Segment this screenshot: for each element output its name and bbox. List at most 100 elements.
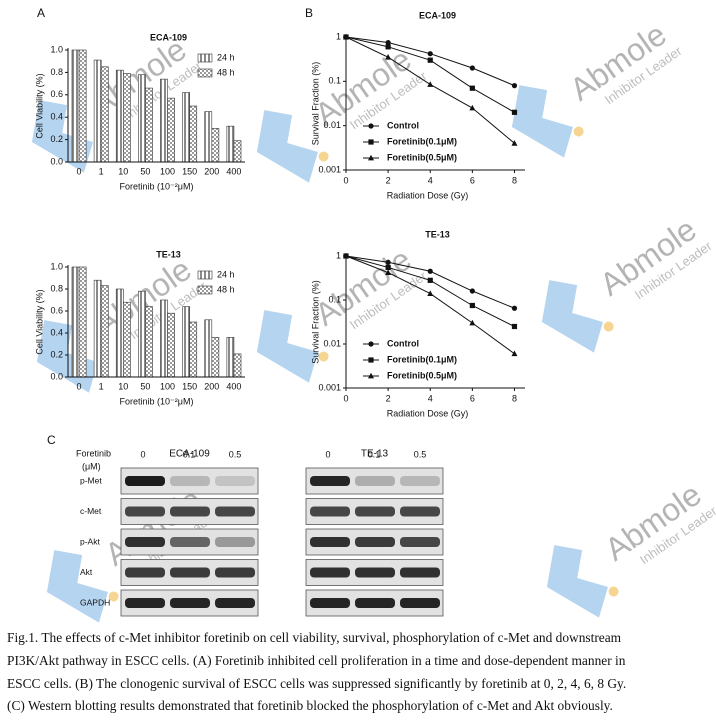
x-tick-label: 10 — [118, 166, 128, 176]
x-tick-label: 150 — [182, 166, 197, 176]
x-tick-label: 50 — [140, 166, 150, 176]
y-axis-label: Cell Viability (%) — [34, 289, 44, 354]
blot-band — [170, 506, 210, 517]
legend-marker — [368, 123, 374, 129]
y-tick-label: 1.0 — [50, 44, 63, 54]
watermark-dot — [318, 151, 329, 162]
legend-swatch — [197, 68, 213, 78]
blot-cell-line: TE-13 — [361, 449, 389, 460]
bar — [160, 78, 168, 163]
chart-title: TE-13 — [156, 249, 181, 259]
x-tick-label: 0 — [343, 175, 348, 185]
chart-title: TE-13 — [425, 229, 450, 239]
blot-band — [170, 598, 210, 608]
marker — [469, 302, 475, 309]
blot-protein: Akt — [80, 567, 93, 577]
y-tick-label: 0.4 — [50, 327, 63, 337]
blot-band — [125, 537, 165, 547]
marker — [385, 269, 392, 275]
blot-band — [125, 476, 165, 486]
bar — [115, 288, 124, 378]
bar — [211, 337, 220, 378]
x-tick-label: 50 — [140, 381, 150, 391]
caption-line: Fig.1. The effects of c-Met inhibitor fo… — [7, 630, 622, 645]
x-tick-label: 10 — [118, 381, 128, 391]
marker — [385, 259, 391, 265]
bar — [93, 279, 102, 378]
marker — [511, 140, 518, 146]
x-tick-label: 400 — [226, 381, 241, 391]
blot-band — [310, 537, 350, 547]
blot-band — [400, 537, 440, 547]
blot-band — [125, 506, 165, 517]
marker — [385, 54, 392, 60]
x-tick-label: 100 — [160, 381, 175, 391]
blot-band — [355, 506, 395, 517]
marker — [427, 51, 433, 57]
blot-cell-line: ECA-109 — [169, 449, 210, 460]
blot-band — [310, 598, 350, 608]
watermark-logo — [256, 110, 318, 183]
blot-band — [215, 537, 255, 547]
bar — [189, 105, 198, 163]
x-tick-label: 0 — [77, 381, 82, 391]
x-tick-label: 0 — [343, 393, 348, 403]
legend-label: 24 h — [217, 52, 235, 62]
marker — [511, 83, 518, 89]
x-tick-label: 6 — [470, 393, 475, 403]
y-tick-label: 0.001 — [318, 382, 341, 392]
bar — [100, 285, 109, 378]
bar — [167, 312, 175, 378]
legend-marker — [368, 139, 374, 145]
blot-band — [400, 476, 440, 486]
blot-band — [215, 598, 255, 608]
bar — [100, 66, 109, 163]
bar — [189, 321, 198, 378]
x-tick-label: 2 — [386, 175, 391, 185]
watermark-logo — [46, 550, 108, 623]
x-tick-label: 4 — [428, 393, 433, 403]
bar — [71, 49, 80, 163]
bar — [226, 337, 235, 378]
marker — [427, 290, 434, 296]
x-tick-label: 6 — [470, 175, 475, 185]
marker — [343, 33, 349, 40]
y-tick-label: 0.01 — [323, 120, 341, 130]
bar — [182, 92, 190, 163]
bar — [123, 301, 131, 378]
bar — [233, 140, 242, 163]
bar — [138, 290, 146, 378]
x-tick-label: 150 — [182, 381, 197, 391]
marker — [385, 44, 391, 50]
blot-band — [215, 476, 255, 486]
marker — [469, 65, 475, 71]
blot-band — [310, 476, 350, 486]
x-axis-label: Foretinib (10⁻²μM) — [120, 181, 194, 191]
blot-band — [400, 506, 440, 517]
panel-label: A — [37, 6, 45, 20]
bar — [204, 319, 213, 378]
x-axis-label: Radiation Dose (Gy) — [387, 408, 469, 418]
bar — [138, 74, 146, 163]
caption-line: ESCC cells. (B) The clonogenic survival … — [7, 676, 627, 691]
marker — [511, 350, 518, 357]
bar — [233, 353, 242, 378]
panel-label: B — [305, 6, 313, 20]
chart-title: ECA-109 — [150, 32, 187, 42]
marker — [385, 39, 391, 46]
blot-band — [170, 537, 210, 547]
y-axis-label: Cell Viability (%) — [34, 73, 44, 138]
x-axis-label: Foretinib (10⁻²μM) — [120, 396, 194, 406]
legend-label: Control — [387, 120, 419, 130]
y-tick-label: 0.6 — [50, 89, 63, 99]
blot-dose: 0.1 — [183, 449, 196, 459]
bar — [167, 97, 175, 163]
legend-marker — [368, 357, 374, 363]
bar — [145, 306, 153, 378]
watermark-dot — [318, 351, 329, 362]
y-axis-label: Survival Fraction (%) — [310, 62, 320, 146]
legend-label: 48 h — [217, 284, 235, 294]
watermark-dot — [603, 321, 614, 332]
blot-band — [355, 598, 395, 608]
